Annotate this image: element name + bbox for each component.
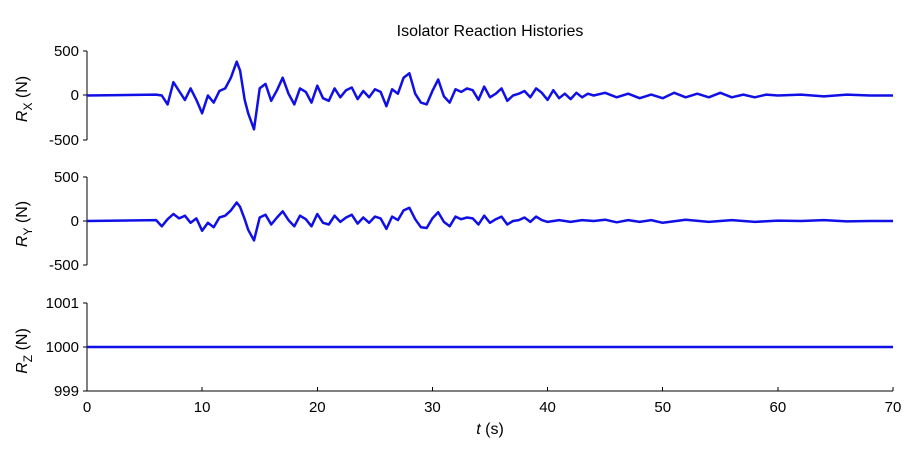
ry-y-axis-label: RY (N) — [14, 201, 35, 247]
rx-ytick-label-neg500: -500 — [49, 132, 79, 149]
rz-ylabel-sub: Z — [21, 355, 35, 362]
x-tick-label: 60 — [770, 399, 787, 416]
panel-rx: 500 0 -500 RX (N) — [14, 43, 893, 149]
rx-ylabel-unit: (N) — [14, 76, 31, 103]
x-tick-label: 30 — [424, 399, 441, 416]
x-ticks: 0 10 20 30 40 50 60 70 — [83, 387, 902, 416]
ry-ytick-label-0: 0 — [71, 213, 79, 230]
ry-ylabel-sub: Y — [21, 228, 35, 236]
rx-ylabel-main: R — [14, 110, 31, 122]
ry-ylabel-main: R — [14, 235, 31, 247]
chart-title: Isolator Reaction Histories — [397, 23, 584, 40]
ry-ytick-label-500: 500 — [54, 169, 79, 186]
rz-ytick-label-999: 999 — [54, 383, 79, 400]
ry-ylabel-unit: (N) — [14, 201, 31, 228]
rx-series-line — [86, 60, 893, 131]
rz-ylabel-unit: (N) — [14, 328, 31, 355]
panel-rz: 1001 1000 999 RZ (N) 0 10 20 30 40 50 60 70 t (… — [14, 295, 901, 438]
rz-ytick-label-1001: 1001 — [46, 295, 79, 312]
x-axis-label: t (s) — [476, 421, 504, 438]
x-tick-label: 0 — [83, 399, 91, 416]
x-tick-label: 10 — [194, 399, 211, 416]
x-label-unit: (s) — [481, 421, 504, 438]
rz-y-axis-label: RZ (N) — [14, 328, 35, 374]
ry-ytick-label-neg500: -500 — [49, 257, 79, 274]
x-tick-label: 20 — [309, 399, 326, 416]
rx-ytick-label-0: 0 — [71, 87, 79, 104]
panel-ry: 500 0 -500 RY (N) — [14, 169, 893, 274]
x-tick-label: 40 — [539, 399, 556, 416]
rx-ytick-label-500: 500 — [54, 43, 79, 60]
rx-ylabel-sub: X — [21, 103, 35, 111]
rz-ylabel-main: R — [14, 362, 31, 374]
rz-ytick-label-1000: 1000 — [46, 339, 79, 356]
x-tick-label: 50 — [654, 399, 671, 416]
rx-y-axis-label: RX (N) — [14, 76, 35, 122]
ry-series-line — [86, 201, 893, 242]
x-label-var: t — [476, 421, 481, 438]
x-tick-label: 70 — [885, 399, 902, 416]
